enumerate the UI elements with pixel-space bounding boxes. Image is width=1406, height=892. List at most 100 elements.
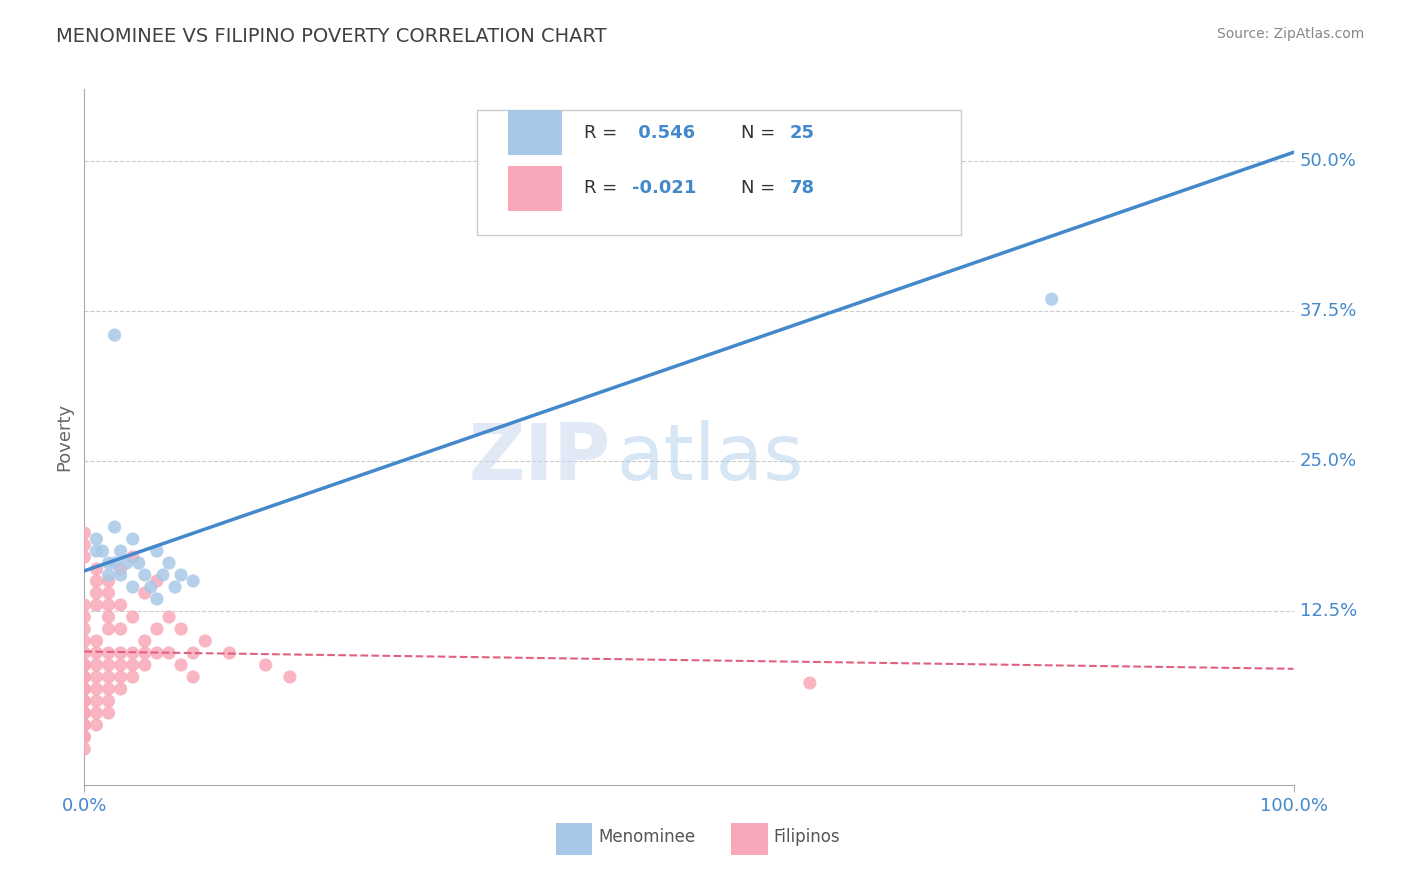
Point (97, 598, 120, 612)
Point (110, 562, 132, 576)
Point (86, 681, 108, 696)
Text: 12.5%: 12.5% (1299, 602, 1357, 620)
Point (73, 670, 96, 684)
FancyBboxPatch shape (508, 166, 562, 211)
Text: 78: 78 (789, 179, 814, 197)
FancyBboxPatch shape (508, 110, 562, 155)
Point (110, 622, 132, 636)
Text: 0.546: 0.546 (633, 124, 695, 142)
FancyBboxPatch shape (731, 823, 768, 855)
Point (254, 658, 277, 673)
Point (181, 574, 204, 588)
Point (121, 670, 143, 684)
Point (73, 706, 96, 720)
Point (121, 532, 143, 546)
Point (278, 670, 301, 684)
Point (86, 598, 108, 612)
Point (86, 694, 108, 708)
Point (762, 208, 785, 222)
Point (146, 622, 169, 636)
FancyBboxPatch shape (555, 823, 592, 855)
Point (73, 622, 96, 636)
Point (97, 622, 120, 636)
Point (104, 556, 127, 570)
Point (73, 646, 96, 660)
Point (146, 574, 169, 588)
Point (157, 556, 180, 570)
Point (73, 598, 96, 612)
Point (86, 718, 108, 732)
Point (157, 610, 180, 624)
Point (86, 670, 108, 684)
Point (91, 544, 114, 558)
Point (157, 646, 180, 660)
Point (86, 706, 108, 720)
Point (97, 610, 120, 624)
Point (73, 706, 96, 720)
Point (121, 580, 143, 594)
Point (146, 592, 169, 607)
Point (97, 658, 120, 673)
Point (115, 556, 138, 570)
Text: Filipinos: Filipinos (773, 828, 841, 847)
Point (128, 556, 150, 570)
Point (121, 646, 143, 660)
Point (110, 646, 132, 660)
Point (194, 634, 217, 648)
Point (110, 670, 132, 684)
Point (86, 574, 108, 588)
Point (97, 574, 120, 588)
Point (73, 658, 96, 673)
Text: 25.0%: 25.0% (1299, 452, 1357, 470)
Point (181, 670, 204, 684)
Point (86, 532, 108, 546)
Text: 50.0%: 50.0% (1299, 153, 1357, 170)
Point (121, 549, 143, 564)
Point (139, 580, 162, 594)
Point (97, 670, 120, 684)
Point (73, 549, 96, 564)
Point (86, 658, 108, 673)
Text: ZIP: ZIP (468, 420, 610, 496)
Point (86, 634, 108, 648)
Point (97, 586, 120, 600)
Point (110, 598, 132, 612)
Point (170, 622, 193, 636)
Point (1040, 292, 1063, 306)
Point (121, 658, 143, 673)
Point (104, 520, 127, 534)
Point (165, 580, 187, 594)
Point (97, 568, 120, 582)
Text: R =: R = (583, 179, 623, 197)
Point (170, 568, 193, 582)
Point (86, 586, 108, 600)
Point (73, 742, 96, 756)
Point (73, 658, 96, 673)
Point (86, 562, 108, 576)
Point (73, 730, 96, 744)
Point (73, 610, 96, 624)
Text: -0.021: -0.021 (633, 179, 696, 197)
Point (110, 658, 132, 673)
Point (134, 634, 156, 648)
Text: N =: N = (741, 124, 780, 142)
Text: atlas: atlas (616, 420, 804, 496)
Point (134, 568, 156, 582)
Point (73, 526, 96, 541)
Text: MENOMINEE VS FILIPINO POVERTY CORRELATION CHART: MENOMINEE VS FILIPINO POVERTY CORRELATIO… (56, 27, 607, 45)
Point (110, 544, 132, 558)
Point (218, 646, 240, 660)
Point (110, 681, 132, 696)
Text: N =: N = (741, 179, 780, 197)
Point (73, 670, 96, 684)
Y-axis label: Poverty: Poverty (55, 403, 73, 471)
Point (146, 544, 169, 558)
Point (104, 328, 127, 343)
Point (97, 646, 120, 660)
Point (73, 538, 96, 552)
Point (97, 706, 120, 720)
Point (73, 634, 96, 648)
Point (73, 718, 96, 732)
Text: R =: R = (583, 124, 623, 142)
Point (799, 676, 821, 690)
